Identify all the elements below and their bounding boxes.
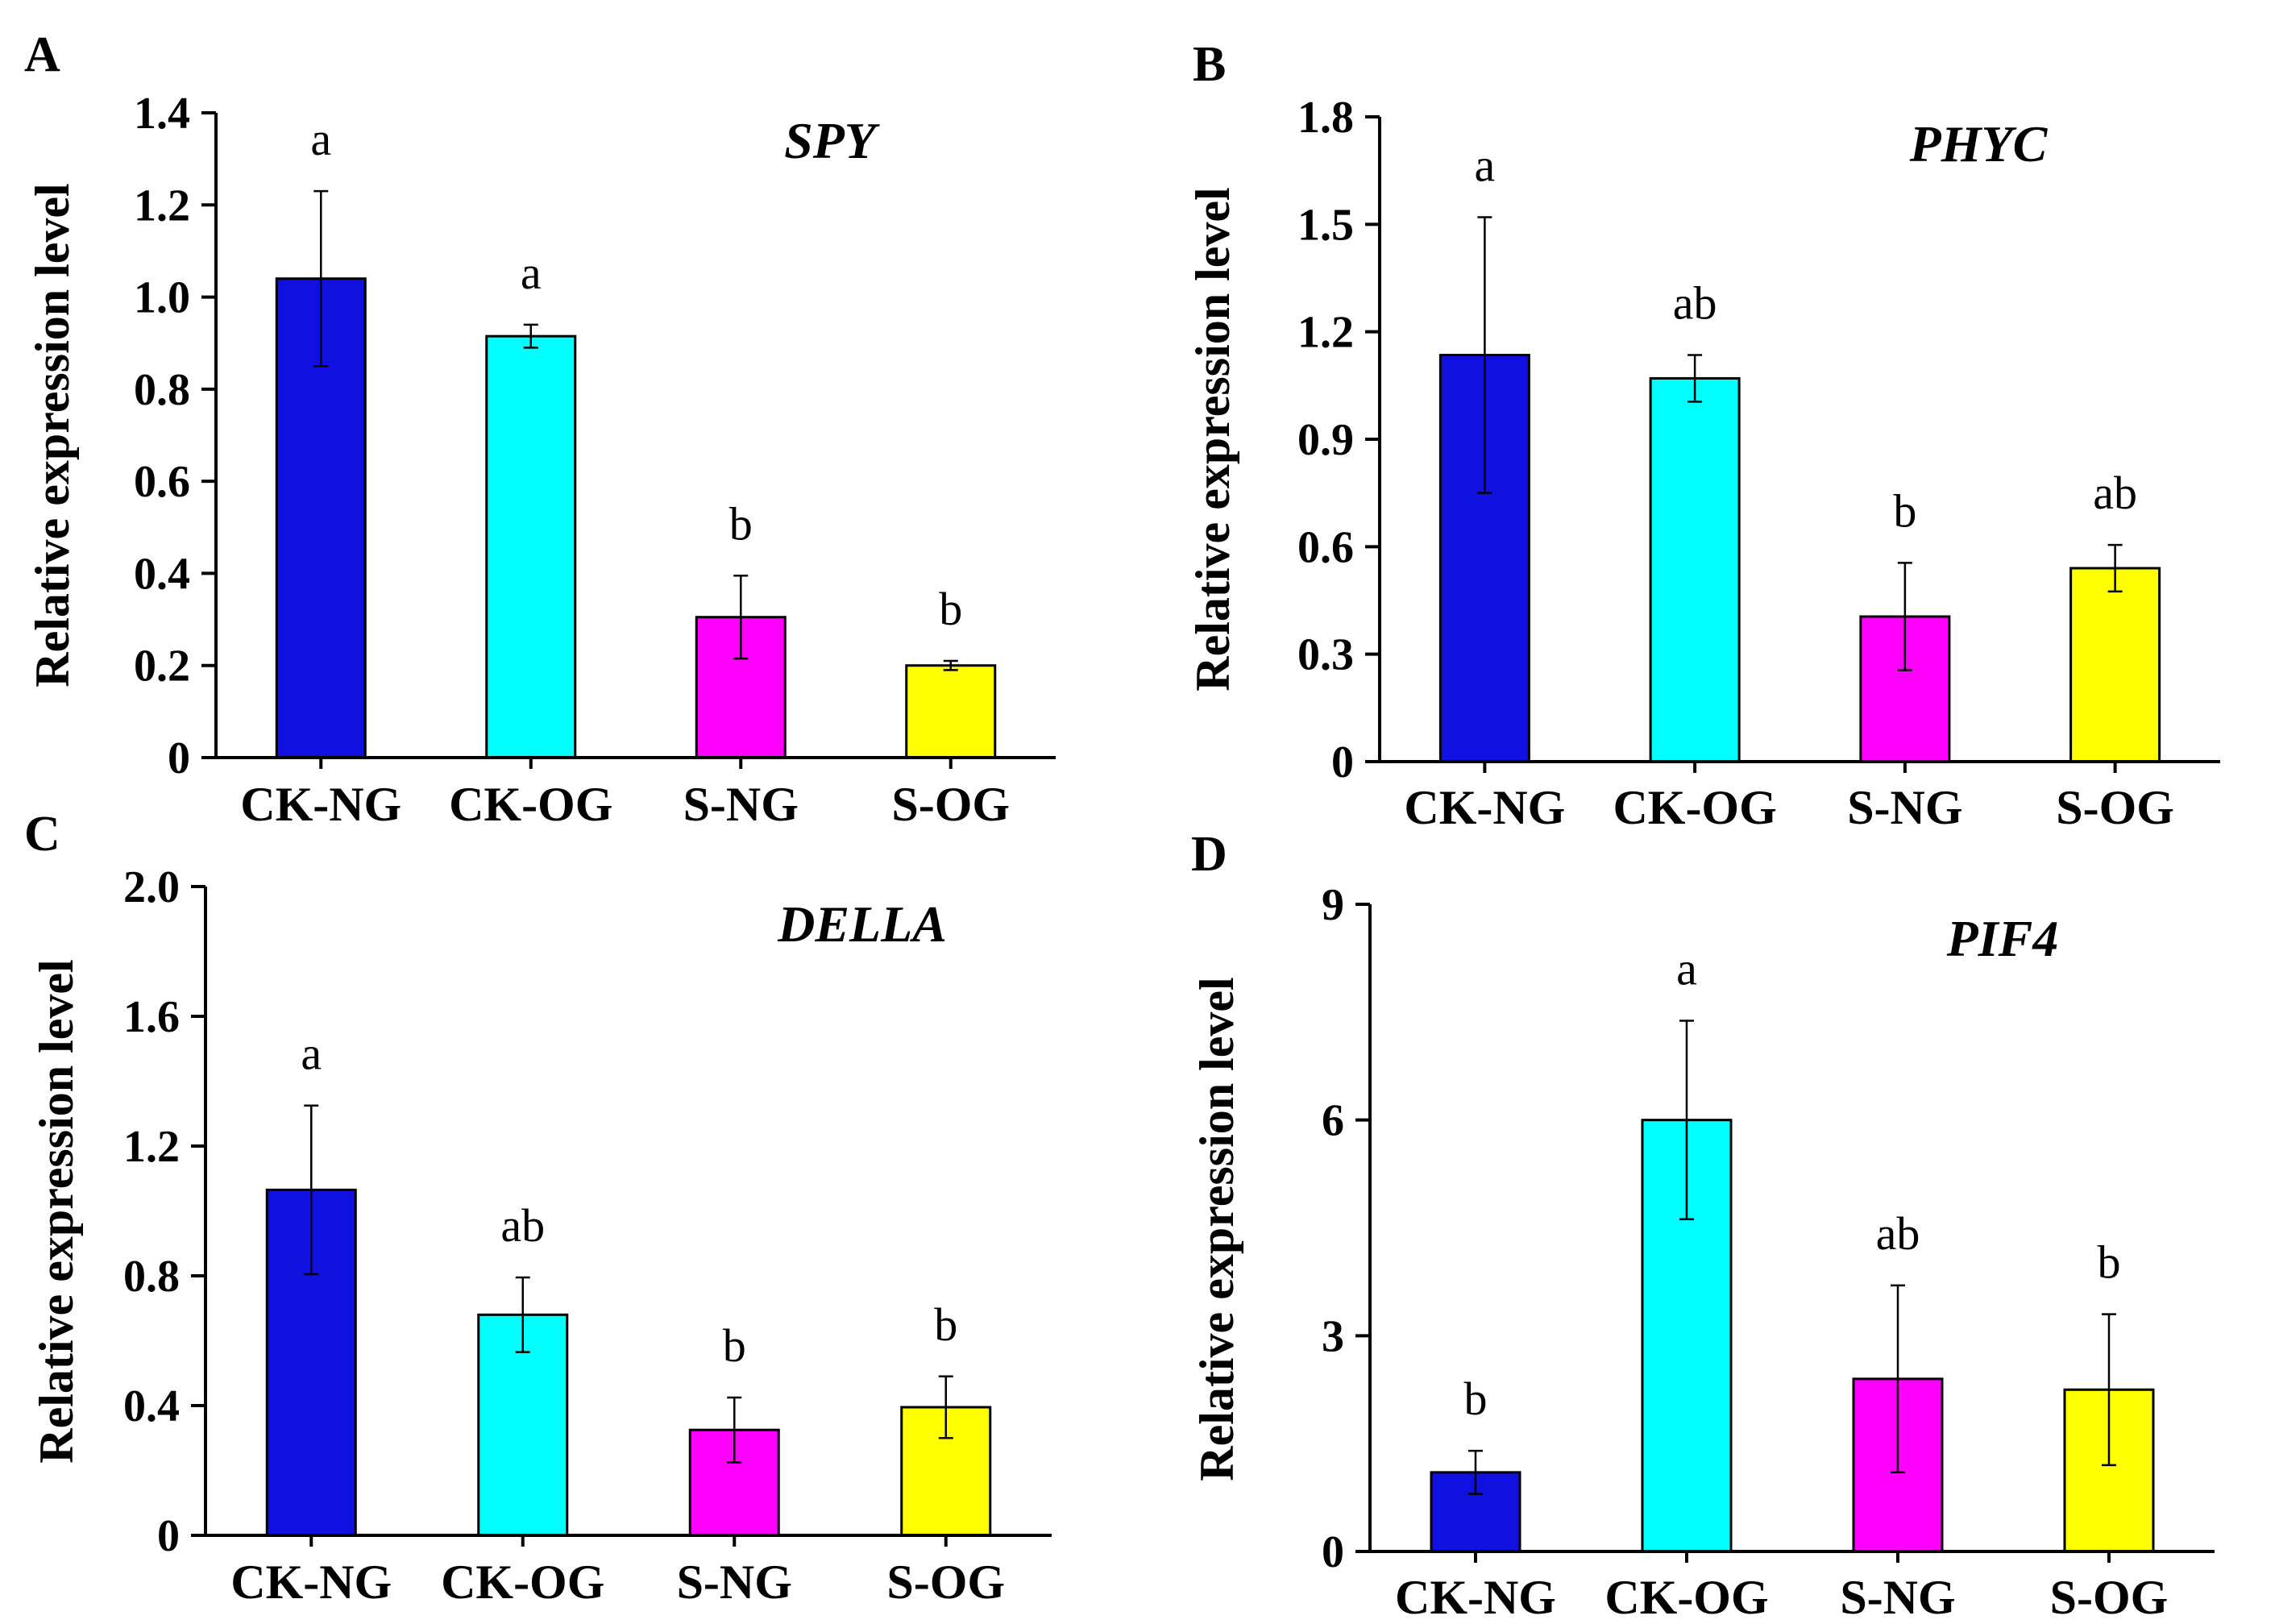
error-bar <box>2107 543 2123 593</box>
y-tick-label: 1.2 <box>1297 308 1354 358</box>
y-tick-label: 3 <box>1322 1311 1344 1361</box>
significance-label: ab <box>2093 467 2137 519</box>
significance-label: a <box>310 113 331 165</box>
error-bar <box>313 189 329 368</box>
bar-s-og <box>2069 567 2161 763</box>
error-bar <box>1687 354 1703 403</box>
y-tick-label: 1.2 <box>123 1122 180 1172</box>
error-bar <box>727 1396 742 1464</box>
y-tick-label: 1.2 <box>134 181 190 231</box>
y-tick-label: 1.4 <box>134 89 190 139</box>
x-tick-label: CK-NG <box>1395 1571 1556 1624</box>
significance-label: b <box>729 497 753 550</box>
y-tick-label: 2.0 <box>123 862 180 912</box>
x-tick-label: S-NG <box>1847 781 1962 834</box>
y-tick-label: 0.8 <box>123 1252 180 1302</box>
panel-letter: B <box>1193 37 1226 92</box>
x-tick-label: S-OG <box>886 1555 1005 1609</box>
significance-label: ab <box>1673 277 1717 330</box>
significance-label: b <box>939 583 962 635</box>
y-tick-label: 1.8 <box>1297 93 1354 143</box>
y-tick-label: 1.6 <box>123 992 180 1042</box>
significance-label: a <box>521 247 542 299</box>
y-tick-label: 0.9 <box>1297 415 1354 465</box>
y-tick-label: 0 <box>157 1511 180 1561</box>
y-tick-label: 0.2 <box>134 642 190 692</box>
x-tick-label: CK-OG <box>1604 1571 1768 1624</box>
y-tick-label: 0 <box>1322 1527 1344 1577</box>
significance-label: a <box>301 1028 322 1080</box>
significance-label: b <box>723 1319 746 1372</box>
x-tick-label: CK-OG <box>449 778 612 831</box>
error-bar <box>1679 1020 1694 1221</box>
y-axis-label: Relative expression level <box>1186 187 1239 691</box>
error-bar <box>1891 1284 1905 1474</box>
error-bar <box>515 1276 530 1353</box>
error-bar <box>943 659 958 671</box>
error-bar <box>1897 562 1912 671</box>
x-tick-label: CK-OG <box>1613 781 1776 834</box>
gene-title: DELLA <box>777 895 947 953</box>
x-tick-label: CK-OG <box>441 1555 604 1609</box>
x-tick-label: S-NG <box>677 1555 792 1609</box>
error-bar <box>733 575 749 660</box>
y-axis-label: Relative expression level <box>30 959 83 1463</box>
significance-label: a <box>1676 943 1697 995</box>
y-tick-label: 0.4 <box>134 549 190 599</box>
y-tick-label: 0.8 <box>134 365 190 415</box>
significance-label: b <box>1893 484 1916 537</box>
x-tick-label: CK-NG <box>230 1555 392 1609</box>
panel-letter: C <box>24 807 60 862</box>
x-tick-label: S-OG <box>891 778 1010 831</box>
y-axis-label: Relative expression level <box>26 183 79 687</box>
panel-letter: A <box>24 27 60 82</box>
panel-d: D PIF4 Relative expression level b CK-NG a CK-… <box>1190 827 2215 1624</box>
y-tick-label: 9 <box>1322 880 1344 930</box>
bar-ck-og <box>1649 376 1741 763</box>
x-tick-label: S-OG <box>2050 1571 2169 1624</box>
gene-title: PHYC <box>1909 115 2049 172</box>
gene-title: SPY <box>784 112 880 169</box>
error-bar <box>1477 216 1492 494</box>
significance-label: a <box>1475 139 1496 191</box>
bar-ck-og <box>485 334 577 759</box>
error-bar <box>1468 1449 1483 1495</box>
y-tick-label: 0.3 <box>1297 630 1354 680</box>
significance-label: b <box>1464 1373 1488 1425</box>
y-axis-label: Relative expression level <box>1190 977 1243 1481</box>
y-tick-label: 0.6 <box>134 457 190 507</box>
y-tick-label: 1.5 <box>1297 200 1354 250</box>
x-tick-label: S-NG <box>1840 1571 1955 1624</box>
error-bar <box>304 1104 319 1276</box>
panel-letter: D <box>1191 827 1227 882</box>
x-tick-label: S-NG <box>683 778 799 831</box>
significance-label: ab <box>500 1199 545 1252</box>
panel-c: C DELLA Relative expression level a CK-NG ab C… <box>24 807 1052 1609</box>
x-tick-label: CK-NG <box>1404 781 1565 834</box>
x-tick-label: CK-NG <box>240 778 401 831</box>
significance-label: b <box>934 1298 957 1351</box>
error-bar <box>938 1375 953 1439</box>
bar-s-og <box>905 664 997 759</box>
y-tick-label: 1.0 <box>134 273 190 323</box>
y-tick-label: 0.4 <box>123 1381 180 1431</box>
significance-label: ab <box>1876 1207 1920 1260</box>
panel-a: A SPY Relative expression level a CK-NG a CK-O… <box>24 27 1056 831</box>
y-tick-label: 6 <box>1322 1096 1344 1146</box>
significance-label: b <box>2098 1236 2121 1289</box>
error-bar <box>2102 1313 2116 1467</box>
panel-b: B PHYC Relative expression level a CK-NG ab CK… <box>1186 37 2220 834</box>
error-bar <box>523 323 538 349</box>
y-tick-label: 0 <box>1331 737 1354 787</box>
x-tick-label: S-OG <box>2056 781 2174 834</box>
y-tick-label: 0 <box>168 733 190 783</box>
gene-title: PIF4 <box>1946 910 2059 967</box>
y-tick-label: 0.6 <box>1297 522 1354 572</box>
